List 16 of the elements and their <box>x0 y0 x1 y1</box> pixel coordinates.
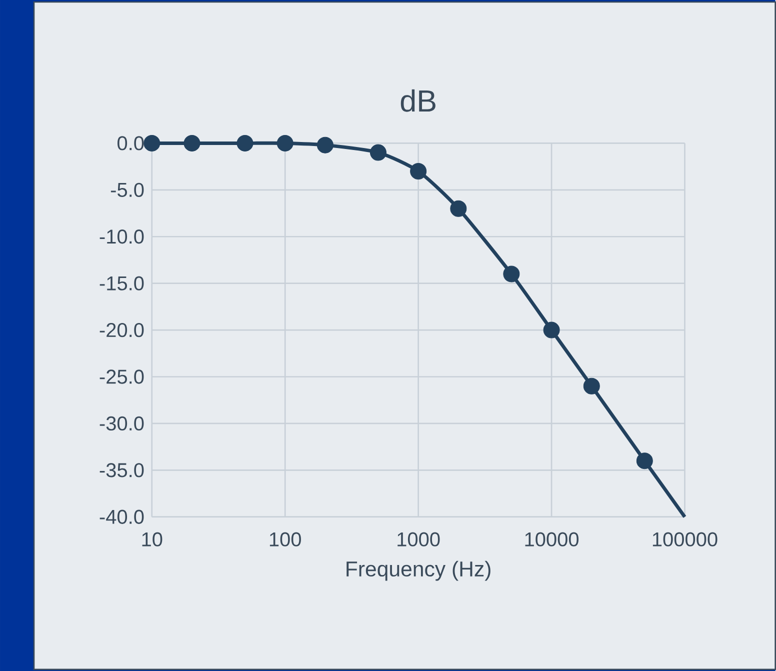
x-tick-label: 1000 <box>398 532 440 546</box>
y-tick-label: 0.0 <box>118 136 144 150</box>
x-tick-label: 100000 <box>652 532 718 546</box>
y-tick-label: -5.0 <box>110 182 144 197</box>
x-axis-title: Frequency (Hz) <box>346 560 490 581</box>
y-tick-label: -10.0 <box>100 229 144 244</box>
y-tick-label: -20.0 <box>100 322 144 337</box>
x-tick-label: 10000 <box>525 532 579 546</box>
y-tick-label: -30.0 <box>100 416 144 430</box>
x-tick-label: 100 <box>270 532 301 546</box>
y-tick-label: -25.0 <box>100 369 144 384</box>
x-tick-label: 10 <box>142 532 162 546</box>
y-tick-label: -15.0 <box>100 276 144 290</box>
y-tick-label: -40.0 <box>100 510 144 524</box>
chart-title: dB <box>400 89 436 112</box>
y-tick-label: -35.0 <box>100 462 144 478</box>
